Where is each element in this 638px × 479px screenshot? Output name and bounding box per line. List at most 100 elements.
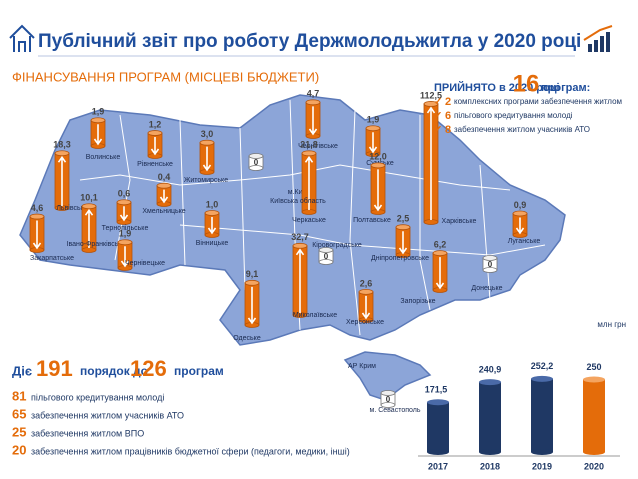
region-name: Донецьке	[471, 285, 502, 292]
region-value: 1,9	[367, 115, 380, 125]
trend-arrow	[373, 169, 383, 212]
region-name: Волинське	[86, 154, 121, 161]
map-label: Київська область	[270, 197, 326, 205]
bar	[427, 402, 449, 452]
bar-top	[531, 375, 553, 382]
check-mark: ✓	[434, 125, 442, 136]
region-name: Львівське	[56, 204, 87, 212]
chart-icon	[583, 25, 613, 52]
subtitle: ФІНАНСУВАННЯ ПРОГРАМ (МІСЦЕВІ БЮДЖЕТИ)	[12, 69, 319, 84]
bar-base	[427, 449, 449, 455]
trend-arrow	[368, 132, 378, 154]
trend-arrow	[57, 155, 67, 206]
region-value: 10,1	[80, 193, 98, 203]
region-name: Кіровоградське	[312, 241, 362, 249]
item-count: 6	[445, 110, 451, 122]
region-value: 1,9	[92, 107, 105, 117]
item-text: забезпечення житлом учасників АТО	[31, 410, 184, 420]
active-middle: порядок до	[80, 364, 148, 378]
active-count: 191	[36, 356, 73, 381]
cylinder-top	[301, 150, 317, 157]
active-tail: програм	[174, 364, 224, 378]
bar	[479, 382, 501, 452]
region-value: 1,9	[119, 229, 132, 239]
region-value: 4,7	[307, 89, 320, 99]
region-value: 18,3	[53, 140, 71, 150]
accepted-list: ✓ 2 комплексних програми забезпечення житл…	[434, 96, 622, 136]
trend-arrow	[435, 257, 445, 290]
cylinder-base	[248, 165, 264, 171]
active-lead: Діє	[12, 363, 32, 378]
item-text: пільгового кредитування молоді	[454, 111, 573, 120]
trend-arrow	[308, 106, 318, 136]
region-value: 2,6	[360, 278, 373, 288]
trend-arrow	[119, 206, 129, 222]
cylinder-top	[156, 182, 172, 189]
region-value: 0	[254, 158, 259, 167]
cylinder-top	[29, 213, 45, 220]
region-name: Дніпропетровське	[371, 254, 429, 262]
trend-arrow	[84, 208, 94, 248]
trend-arrow	[93, 124, 103, 146]
item-text: забезпечення житлом учасників АТО	[454, 125, 590, 134]
title: Публічний звіт про роботу Держмолодьжитл…	[38, 31, 581, 52]
bar	[583, 379, 605, 452]
cylinder-top	[365, 125, 381, 132]
crimea-outline	[343, 351, 432, 401]
trend-arrow	[295, 248, 305, 313]
region-value: 0	[324, 252, 329, 261]
region-value: 4,6	[31, 203, 44, 213]
trend-arrow	[202, 146, 212, 172]
item-count: 20	[12, 442, 26, 457]
bar-top	[479, 379, 501, 386]
region-name: Запорізьке	[400, 297, 435, 305]
accepted-tail: програм:	[541, 82, 590, 94]
cylinder-top	[244, 279, 260, 286]
region-value: 9,1	[246, 269, 259, 279]
cylinder-top	[199, 139, 215, 146]
region-name: Херсонське	[346, 319, 384, 326]
region-value: 1,2	[149, 119, 162, 129]
region-name: Закарпатське	[30, 255, 74, 262]
x-tick-label: 2018	[480, 461, 500, 471]
cylinder-top	[204, 210, 220, 216]
cylinder-base	[423, 219, 439, 225]
bar-value: 250	[586, 362, 601, 372]
region-value: 0	[386, 395, 391, 404]
cylinder-top	[305, 99, 321, 106]
region-value: 0	[488, 260, 493, 269]
map-layer: 4,6 Закарпатське 18,3 Львівське 1,9 Волинське…	[29, 89, 540, 414]
region-name: Чернігівське	[298, 142, 338, 150]
item-text: пільгового кредитування молоді	[31, 392, 164, 402]
cylinder-top	[90, 117, 106, 124]
unit-label: млн грн	[597, 320, 626, 329]
region-name: Одеське	[233, 335, 261, 342]
map-label: м. Севастополь	[370, 407, 421, 414]
region-value: 112,5	[420, 90, 442, 100]
region-value: 21,8	[300, 140, 318, 150]
region-name: Миколаївське	[293, 312, 337, 319]
trend-arrow	[398, 231, 408, 255]
trend-arrow	[32, 220, 42, 250]
region-value: 1,0	[206, 199, 219, 209]
cylinder-top	[81, 203, 97, 210]
bar-value: 171,5	[425, 385, 448, 395]
bar-base	[479, 449, 501, 455]
region-name: Житомирське	[184, 177, 228, 184]
region-name: Полтавське	[353, 217, 391, 224]
bar-top	[427, 399, 449, 406]
cylinder-base	[301, 209, 317, 215]
region-name: Харківське	[442, 217, 477, 225]
item-count: 25	[12, 424, 26, 439]
trend-arrow	[361, 295, 371, 320]
cylinder-top	[318, 247, 334, 253]
bar-value: 252,2	[531, 361, 554, 371]
region-name: Хмельницьке	[142, 208, 185, 215]
trend-arrow	[207, 217, 217, 235]
cylinder-base	[81, 247, 97, 253]
cylinder-top	[116, 199, 132, 206]
cylinder-top	[147, 130, 163, 136]
active-count2: 126	[130, 356, 167, 381]
check-mark: ✓	[434, 97, 442, 108]
